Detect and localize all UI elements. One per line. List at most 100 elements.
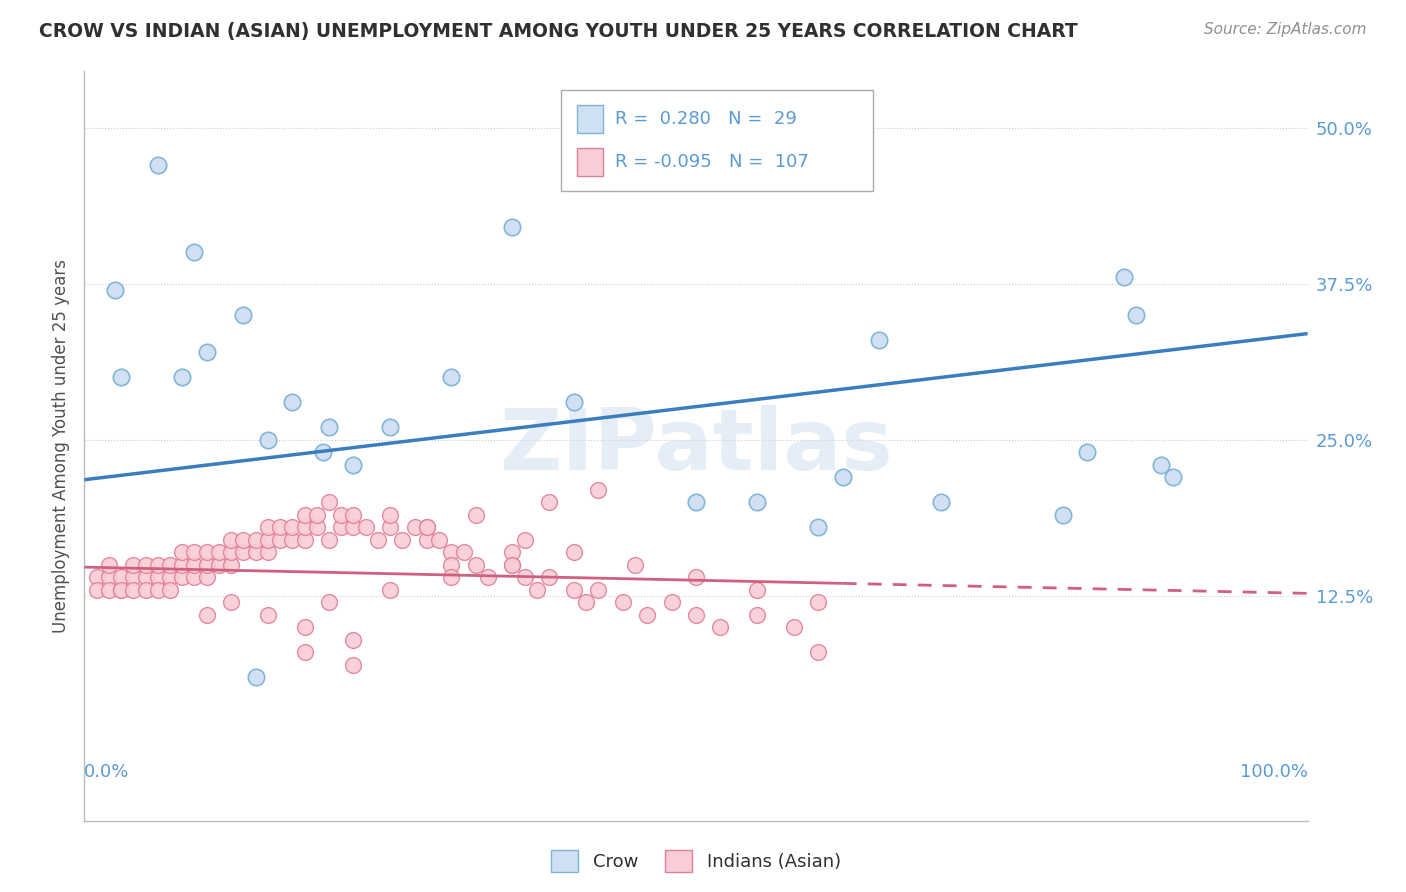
- Point: [294, 533, 316, 547]
- Point: [562, 395, 585, 409]
- Point: [122, 558, 145, 572]
- Point: [391, 533, 413, 547]
- Point: [502, 558, 524, 572]
- Point: [146, 570, 169, 584]
- Point: [294, 620, 316, 634]
- Point: [747, 582, 769, 597]
- Point: [122, 570, 145, 584]
- Point: [232, 308, 254, 322]
- Point: [1052, 508, 1074, 522]
- Legend: Crow, Indians (Asian): Crow, Indians (Asian): [544, 843, 848, 879]
- Point: [1125, 308, 1147, 322]
- Point: [294, 520, 316, 534]
- Point: [1161, 470, 1184, 484]
- FancyBboxPatch shape: [576, 105, 603, 133]
- Point: [195, 570, 218, 584]
- Point: [380, 520, 402, 534]
- Point: [219, 533, 242, 547]
- Point: [440, 558, 463, 572]
- Point: [477, 570, 499, 584]
- Point: [245, 533, 267, 547]
- Point: [807, 645, 830, 659]
- Point: [159, 570, 181, 584]
- Point: [219, 558, 242, 572]
- Point: [440, 545, 463, 559]
- Text: R =  0.280   N =  29: R = 0.280 N = 29: [616, 110, 797, 128]
- Point: [502, 220, 524, 235]
- Point: [135, 558, 157, 572]
- Point: [172, 370, 194, 384]
- Point: [232, 545, 254, 559]
- Point: [97, 582, 120, 597]
- FancyBboxPatch shape: [561, 90, 873, 191]
- Point: [575, 595, 598, 609]
- Text: 0.0%: 0.0%: [84, 763, 129, 781]
- Point: [636, 607, 658, 622]
- Y-axis label: Unemployment Among Youth under 25 years: Unemployment Among Youth under 25 years: [52, 259, 70, 633]
- Point: [330, 508, 353, 522]
- Point: [685, 495, 707, 509]
- Point: [538, 570, 561, 584]
- Point: [440, 570, 463, 584]
- Point: [342, 458, 364, 472]
- Point: [146, 158, 169, 172]
- Point: [526, 582, 548, 597]
- Point: [1114, 270, 1136, 285]
- Point: [195, 558, 218, 572]
- Point: [427, 533, 450, 547]
- Point: [513, 533, 536, 547]
- Point: [146, 558, 169, 572]
- Point: [183, 245, 205, 260]
- Point: [294, 645, 316, 659]
- Point: [135, 570, 157, 584]
- Point: [709, 620, 731, 634]
- Point: [312, 445, 335, 459]
- Point: [562, 582, 585, 597]
- Point: [281, 395, 304, 409]
- Text: R = -0.095   N =  107: R = -0.095 N = 107: [616, 153, 810, 171]
- Point: [219, 595, 242, 609]
- Point: [110, 570, 132, 584]
- Point: [330, 520, 353, 534]
- Point: [257, 545, 280, 559]
- Point: [464, 508, 486, 522]
- Point: [1076, 445, 1098, 459]
- Point: [783, 620, 806, 634]
- Point: [269, 533, 291, 547]
- Point: [245, 670, 267, 684]
- Point: [305, 520, 328, 534]
- Point: [257, 520, 280, 534]
- Point: [172, 558, 194, 572]
- Point: [183, 570, 205, 584]
- Point: [747, 495, 769, 509]
- Point: [172, 545, 194, 559]
- Point: [538, 495, 561, 509]
- Point: [318, 533, 340, 547]
- Point: [624, 558, 647, 572]
- Point: [269, 520, 291, 534]
- Point: [747, 607, 769, 622]
- Point: [122, 582, 145, 597]
- Text: ZIPatlas: ZIPatlas: [499, 404, 893, 488]
- Point: [380, 508, 402, 522]
- Point: [586, 483, 609, 497]
- Point: [135, 582, 157, 597]
- Point: [195, 345, 218, 359]
- Point: [86, 582, 108, 597]
- Point: [562, 545, 585, 559]
- Point: [183, 558, 205, 572]
- Point: [685, 607, 707, 622]
- Point: [97, 570, 120, 584]
- Point: [380, 582, 402, 597]
- Point: [929, 495, 952, 509]
- Point: [685, 570, 707, 584]
- Point: [318, 595, 340, 609]
- Point: [502, 558, 524, 572]
- Point: [208, 558, 231, 572]
- Point: [807, 520, 830, 534]
- Point: [257, 533, 280, 547]
- Point: [195, 545, 218, 559]
- Point: [367, 533, 389, 547]
- Point: [661, 595, 683, 609]
- Point: [416, 520, 439, 534]
